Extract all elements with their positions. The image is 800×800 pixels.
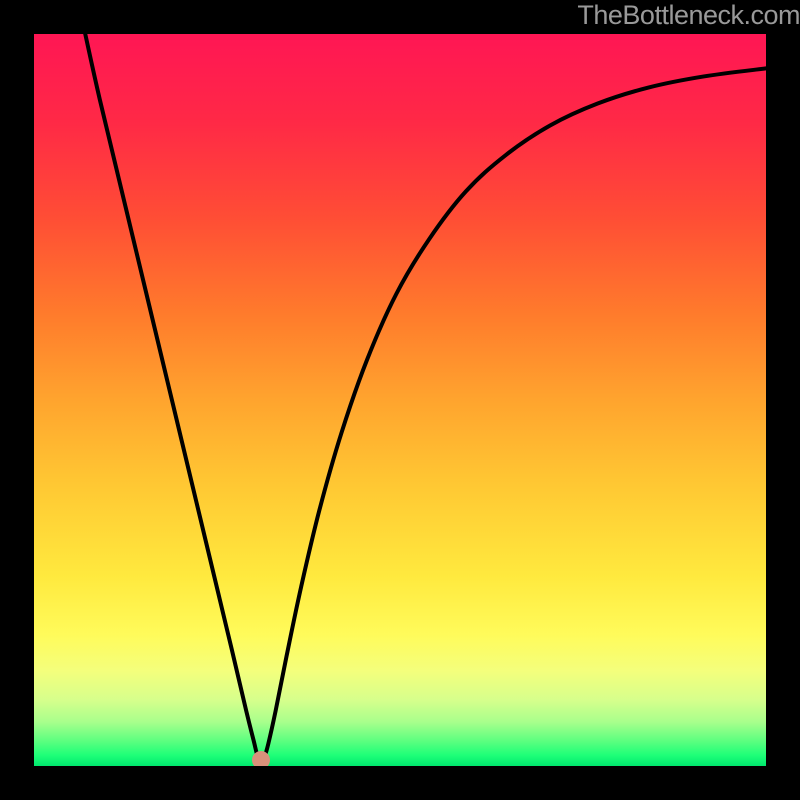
plot-area [34,34,766,766]
bottleneck-curve [34,34,766,766]
attribution-text: TheBottleneck.com [577,0,800,31]
optimal-point-marker [252,751,270,766]
